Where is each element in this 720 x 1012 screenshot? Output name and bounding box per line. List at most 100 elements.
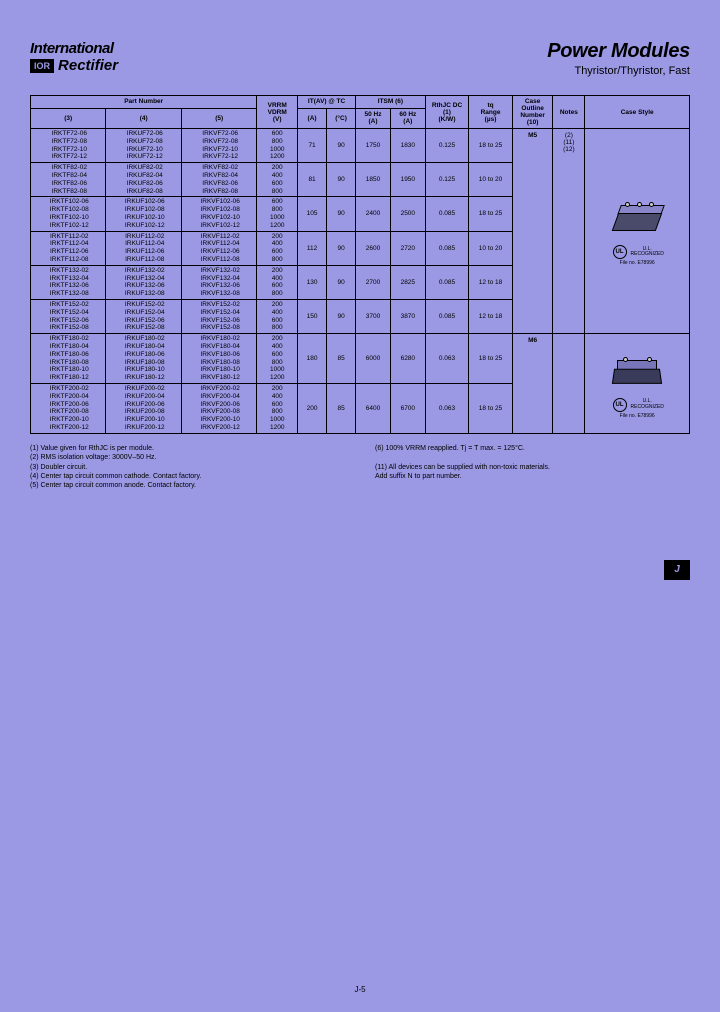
table-cell: 105 xyxy=(298,197,327,231)
table-cell: 60080010001200 xyxy=(257,197,298,231)
table-cell: 200400600800 xyxy=(257,163,298,197)
table-cell: 200400600800 xyxy=(257,231,298,265)
table-cell: 6280 xyxy=(390,334,425,384)
table-cell: IRKVF112-02IRKVF112-04IRKVF112-06IRKVF11… xyxy=(181,231,256,265)
table-cell: IRKVF132-02IRKVF132-04IRKVF132-06IRKVF13… xyxy=(181,265,256,299)
footnote-line: (4) Center tap circuit common cathode. C… xyxy=(30,472,345,481)
footnote-line xyxy=(375,453,690,462)
footnote-line: Add suffix N to part number. xyxy=(375,472,690,481)
table-cell: IRKUF112-02IRKUF112-04IRKUF112-06IRKUF11… xyxy=(106,231,181,265)
table-cell: 90 xyxy=(327,163,356,197)
table-cell: 3870 xyxy=(390,299,425,333)
table-cell: IRKTF132-02IRKTF132-04IRKTF132-06IRKTF13… xyxy=(31,265,106,299)
ul-logo-icon: UL xyxy=(613,398,627,412)
table-cell: IRKUF180-02IRKUF180-04IRKUF180-06IRKUF18… xyxy=(106,334,181,384)
hdr-rthjc: RthJC DC (1) (K/W) xyxy=(425,96,469,129)
table-cell: 6700 xyxy=(390,383,425,433)
ul-text: U.L.RECOGNIZED xyxy=(631,247,664,258)
table-cell: 10 to 20 xyxy=(469,231,513,265)
footnotes-left: (1) Value given for RthJC is per module.… xyxy=(30,444,345,491)
ul-logo-icon: UL xyxy=(613,245,627,259)
footnote-line: (6) 100% VRRM reapplied. Tj = T max. = 1… xyxy=(375,444,690,453)
table-cell: IRKTF200-02IRKTF200-04IRKTF200-06IRKTF20… xyxy=(31,383,106,433)
table-cell: 112 xyxy=(298,231,327,265)
table-cell: 18 to 25 xyxy=(469,197,513,231)
table-cell: 18 to 25 xyxy=(469,129,513,163)
brand-line1: International xyxy=(30,40,118,57)
table-row: IRKTF72-06IRKTF72-08IRKTF72-10IRKTF72-12… xyxy=(31,129,690,163)
hdr-caseoutline: Case Outline Number (10) xyxy=(512,96,553,129)
table-cell: 90 xyxy=(327,129,356,163)
table-cell: IRKVF152-02IRKVF152-04IRKVF152-06IRKVF15… xyxy=(181,299,256,333)
table-cell: IRKVF200-02IRKVF200-04IRKVF200-06IRKVF20… xyxy=(181,383,256,433)
table-cell: 2700 xyxy=(356,265,391,299)
table-cell: 0.063 xyxy=(425,383,469,433)
footnote-line: (5) Center tap circuit common anode. Con… xyxy=(30,481,345,490)
footnote-line: (11) All devices can be supplied with no… xyxy=(375,463,690,472)
hdr-c5: (5) xyxy=(181,108,256,128)
table-body: IRKTF72-06IRKTF72-08IRKTF72-10IRKTF72-12… xyxy=(31,129,690,434)
hdr-itav: IT(AV) @ TC xyxy=(298,96,356,109)
spec-table: Part Number VRRM VDRM (V) IT(AV) @ TC IT… xyxy=(30,95,690,434)
table-cell: 2400 xyxy=(356,197,391,231)
hdr-a: (A) xyxy=(298,108,327,128)
notes-m5: (2)(11)(12) xyxy=(553,129,585,334)
table-cell: 10 to 20 xyxy=(469,163,513,197)
table-cell: 6400 xyxy=(356,383,391,433)
brand-block: International IOR Rectifier xyxy=(30,40,118,74)
table-cell: IRKUF152-02IRKUF152-04IRKUF152-06IRKUF15… xyxy=(106,299,181,333)
case-style-m6: ULU.L.RECOGNIZEDFile no. E78996 xyxy=(585,334,690,434)
table-cell: 6000 xyxy=(356,334,391,384)
case-style-m5: ULU.L.RECOGNIZEDFile no. E78996 xyxy=(585,129,690,334)
footnote-line: (1) Value given for RthJC is per module. xyxy=(30,444,345,453)
table-cell: IRKUF132-02IRKUF132-04IRKUF132-06IRKUF13… xyxy=(106,265,181,299)
table-cell: IRKUF82-02IRKUF82-04IRKUF82-06IRKUF82-08 xyxy=(106,163,181,197)
title-block: Power Modules Thyristor/Thyristor, Fast xyxy=(547,40,690,77)
table-cell: 1950 xyxy=(390,163,425,197)
hdr-partnumber: Part Number xyxy=(31,96,257,109)
table-cell: 3700 xyxy=(356,299,391,333)
table-cell: IRKTF180-02IRKTF180-04IRKTF180-06IRKTF18… xyxy=(31,334,106,384)
footnotes-right: (6) 100% VRRM reapplied. Tj = T max. = 1… xyxy=(375,444,690,491)
table-cell: IRKUF72-06IRKUF72-08IRKUF72-10IRKUF72-12 xyxy=(106,129,181,163)
table-cell: 1830 xyxy=(390,129,425,163)
footnote-line: (3) Doubler circuit. xyxy=(30,463,345,472)
section-tab: J xyxy=(664,560,690,580)
table-cell: 85 xyxy=(327,383,356,433)
hdr-c4: (4) xyxy=(106,108,181,128)
hdr-casestyle: Case Style xyxy=(585,96,690,129)
table-cell: 2600 xyxy=(356,231,391,265)
table-cell: IRKUF102-06IRKUF102-08IRKUF102-10IRKUF10… xyxy=(106,197,181,231)
case-outline-m6: M6 xyxy=(512,334,553,434)
hdr-vrrm: VRRM VDRM (V) xyxy=(257,96,298,129)
table-cell: 2500 xyxy=(390,197,425,231)
table-cell: 0.125 xyxy=(425,163,469,197)
brand-line2: IOR Rectifier xyxy=(30,57,118,74)
table-cell: 180 xyxy=(298,334,327,384)
hdr-notes: Notes xyxy=(553,96,585,129)
table-cell: IRKVF72-06IRKVF72-08IRKVF72-10IRKVF72-12 xyxy=(181,129,256,163)
table-cell: IRKVF180-02IRKVF180-04IRKVF180-06IRKVF18… xyxy=(181,334,256,384)
hdr-itsm: ITSM (6) xyxy=(356,96,426,109)
datasheet-page: International IOR Rectifier Power Module… xyxy=(0,0,720,1012)
table-cell: 18 to 25 xyxy=(469,334,513,384)
table-cell: 90 xyxy=(327,231,356,265)
table-cell: IRKTF72-06IRKTF72-08IRKTF72-10IRKTF72-12 xyxy=(31,129,106,163)
table-cell: 200 xyxy=(298,383,327,433)
table-cell: IRKTF152-02IRKTF152-04IRKTF152-06IRKTF15… xyxy=(31,299,106,333)
table-cell: 90 xyxy=(327,299,356,333)
title-sub: Thyristor/Thyristor, Fast xyxy=(547,65,690,77)
table-head: Part Number VRRM VDRM (V) IT(AV) @ TC IT… xyxy=(31,96,690,129)
table-cell: 130 xyxy=(298,265,327,299)
ul-text: U.L.RECOGNIZED xyxy=(631,399,664,410)
table-cell: 71 xyxy=(298,129,327,163)
table-cell: 60080010001200 xyxy=(257,129,298,163)
table-cell: 150 xyxy=(298,299,327,333)
table-cell: IRKTF82-02IRKTF82-04IRKTF82-06IRKTF82-08 xyxy=(31,163,106,197)
page-number: J-5 xyxy=(0,985,720,994)
header: International IOR Rectifier Power Module… xyxy=(30,40,690,77)
table-cell: 2825 xyxy=(390,265,425,299)
table-cell: IRKUF200-02IRKUF200-04IRKUF200-06IRKUF20… xyxy=(106,383,181,433)
table-cell: IRKTF112-02IRKTF112-04IRKTF112-06IRKTF11… xyxy=(31,231,106,265)
footnote-line: (2) RMS isolation voltage: 3000V–50 Hz. xyxy=(30,453,345,462)
